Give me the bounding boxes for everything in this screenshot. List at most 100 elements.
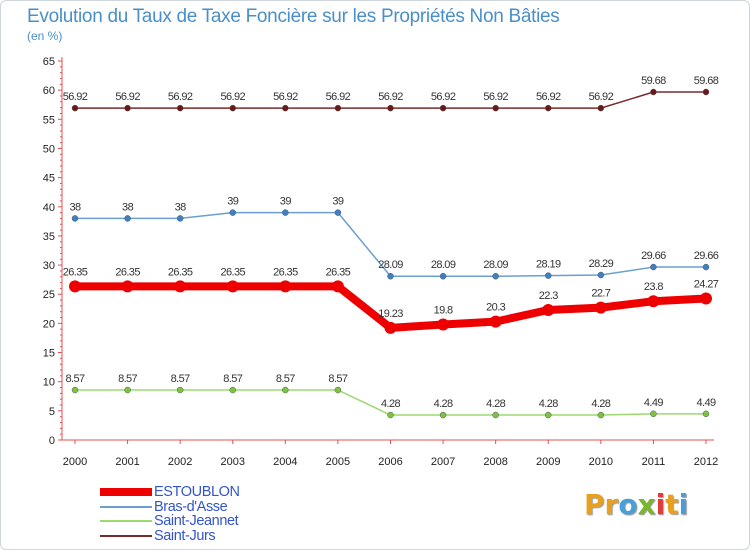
y-unit-label: (en %) — [27, 29, 63, 43]
logo-letter: P — [584, 488, 605, 521]
data-point — [226, 280, 239, 293]
data-point — [174, 280, 187, 293]
y-tick-label: 40 — [43, 202, 55, 214]
y-tick-label: 50 — [43, 143, 55, 155]
legend-swatch — [100, 534, 152, 537]
legend-swatch — [100, 505, 152, 508]
data-label: 56.92 — [168, 91, 193, 103]
y-tick-label: 15 — [43, 348, 55, 360]
data-label: 28.09 — [483, 259, 508, 271]
data-label: 4.49 — [696, 397, 715, 409]
legend-label: ESTOUBLON — [154, 484, 240, 500]
data-point — [492, 104, 499, 112]
legend-label: Bras-d'Asse — [154, 498, 228, 515]
logo-letter: i — [655, 488, 666, 521]
data-point — [439, 411, 447, 419]
data-point — [650, 263, 657, 271]
data-label: 38 — [69, 201, 81, 213]
data-point — [124, 215, 131, 222]
data-point — [334, 386, 342, 394]
x-tick-label: 2007 — [431, 456, 455, 468]
data-point — [282, 209, 289, 216]
data-point — [597, 411, 605, 419]
legend-label: Saint-Jurs — [154, 527, 216, 544]
y-tick-label: 30 — [43, 260, 55, 272]
data-label: 56.92 — [273, 91, 298, 103]
y-tick-label: 20 — [43, 318, 55, 330]
data-label: 26.35 — [273, 266, 298, 278]
data-label: 38 — [175, 201, 187, 213]
x-tick-label: 2001 — [115, 456, 139, 468]
data-point — [597, 271, 605, 279]
data-label: 4.28 — [434, 398, 453, 410]
data-point — [384, 321, 397, 334]
data-point — [594, 301, 607, 314]
data-label: 4.28 — [539, 398, 558, 410]
data-point — [334, 104, 342, 112]
y-tick-label: 55 — [43, 114, 55, 126]
data-label: 39 — [332, 196, 344, 208]
y-tick-label: 0 — [49, 435, 55, 447]
x-tick-label: 2011 — [642, 456, 666, 468]
data-point — [650, 410, 657, 418]
x-tick-label: 2005 — [326, 456, 350, 468]
data-point — [545, 272, 552, 279]
data-label: 56.92 — [378, 91, 403, 103]
data-point — [387, 272, 394, 280]
data-label: 19.23 — [378, 308, 403, 320]
data-label: 28.29 — [589, 258, 614, 270]
data-point — [489, 315, 502, 328]
data-label: 29.66 — [694, 250, 719, 262]
y-tick-label: 25 — [43, 289, 55, 301]
data-label: 26.35 — [326, 266, 351, 278]
data-point — [282, 104, 289, 112]
logo-letter: t — [665, 488, 679, 521]
data-label: 56.92 — [63, 91, 88, 103]
data-point — [545, 104, 552, 112]
data-point — [597, 104, 605, 112]
data-label: 4.49 — [644, 397, 663, 409]
logo-letter: r — [604, 488, 619, 521]
data-point — [69, 280, 81, 293]
data-label: 8.57 — [276, 373, 295, 385]
data-label: 28.19 — [536, 259, 561, 271]
data-label: 8.57 — [223, 373, 242, 385]
data-point — [334, 209, 342, 216]
data-point — [387, 104, 394, 112]
data-label: 56.92 — [115, 91, 140, 103]
data-point — [702, 410, 710, 418]
x-tick-label: 2003 — [221, 456, 245, 468]
data-label: 59.68 — [641, 75, 666, 87]
data-point — [71, 215, 79, 222]
data-label: 4.28 — [486, 398, 505, 410]
data-label: 19.8 — [434, 305, 453, 317]
data-label: 22.3 — [539, 290, 558, 302]
data-label: 39 — [280, 196, 292, 208]
data-label: 56.92 — [326, 91, 351, 103]
data-point — [437, 318, 450, 331]
data-point — [279, 280, 292, 293]
data-label: 8.57 — [118, 373, 137, 385]
data-point — [542, 303, 555, 316]
logo-letter: x — [637, 488, 656, 521]
data-point — [492, 411, 499, 419]
data-label: 26.35 — [63, 266, 88, 278]
logo-letter: o — [618, 488, 638, 521]
data-point — [439, 104, 447, 112]
x-tick-label: 2004 — [273, 456, 297, 468]
data-label: 8.57 — [171, 373, 190, 385]
y-tick-label: 45 — [43, 173, 55, 185]
data-label: 38 — [122, 201, 134, 213]
data-label: 8.57 — [65, 373, 84, 385]
data-label: 56.92 — [536, 91, 561, 103]
data-label: 56.92 — [220, 91, 245, 103]
data-label: 28.09 — [431, 259, 456, 271]
y-tick-label: 5 — [49, 406, 55, 418]
data-label: 8.57 — [328, 373, 347, 385]
data-label: 26.35 — [168, 266, 193, 278]
data-point — [124, 104, 131, 112]
data-label: 29.66 — [641, 250, 666, 262]
data-point — [229, 104, 236, 112]
